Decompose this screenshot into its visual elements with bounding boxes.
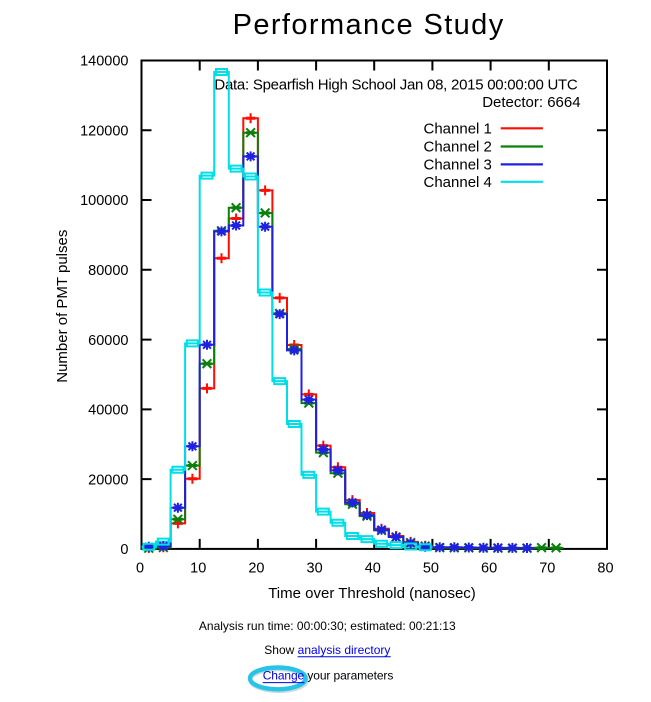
svg-text:Number of PMT pulses: Number of PMT pulses <box>54 230 71 383</box>
svg-text:60000: 60000 <box>88 333 128 349</box>
svg-text:Change your parameters: Change your parameters <box>263 668 394 682</box>
svg-text:40: 40 <box>365 560 381 576</box>
svg-text:100000: 100000 <box>80 193 128 209</box>
svg-text:Performance Study: Performance Study <box>233 9 505 41</box>
svg-text:0: 0 <box>136 560 144 576</box>
svg-text:0: 0 <box>120 542 128 558</box>
svg-text:140000: 140000 <box>80 54 128 70</box>
svg-text:Channel 2: Channel 2 <box>424 139 492 156</box>
svg-text:Channel 3: Channel 3 <box>424 157 492 174</box>
svg-text:120000: 120000 <box>80 124 128 140</box>
svg-text:40000: 40000 <box>88 403 128 419</box>
svg-text:Channel 4: Channel 4 <box>424 174 492 191</box>
svg-text:Data: Spearfish High School Ja: Data: Spearfish High School Jan 08, 2015… <box>214 76 578 93</box>
svg-text:50: 50 <box>423 560 439 576</box>
svg-text:Detector: 6664: Detector: 6664 <box>482 94 580 111</box>
svg-text:80: 80 <box>597 560 613 576</box>
svg-text:30: 30 <box>307 560 323 576</box>
svg-text:60: 60 <box>481 560 497 576</box>
svg-text:70: 70 <box>539 560 555 576</box>
svg-text:Analysis run time: 00:00:30; e: Analysis run time: 00:00:30; estimated: … <box>199 619 456 633</box>
svg-text:20000: 20000 <box>88 472 128 488</box>
svg-text:Channel 1: Channel 1 <box>424 121 492 138</box>
svg-text:Time over Threshold (nanosec): Time over Threshold (nanosec) <box>268 585 476 602</box>
svg-text:80000: 80000 <box>88 263 128 279</box>
svg-text:20: 20 <box>248 560 264 576</box>
svg-text:Show analysis directory: Show analysis directory <box>264 643 390 657</box>
svg-text:10: 10 <box>190 560 206 576</box>
